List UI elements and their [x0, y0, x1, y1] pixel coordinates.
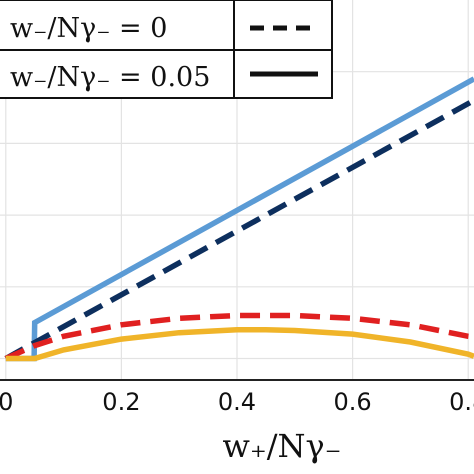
x-tick-label-0: 0: [0, 388, 13, 416]
legend-label-solid: w₋/Nγ₋ = 0.05: [10, 62, 210, 93]
x-tick-labels: 0 0.2 0.4 0.6 0.8: [0, 388, 474, 416]
series-layer: [4, 76, 474, 362]
x-tick-label-4: 0.8: [449, 388, 474, 416]
x-tick-label-3: 0.6: [334, 388, 372, 416]
series-line-2: [4, 312, 474, 362]
x-tick-label-1: 0.2: [102, 388, 140, 416]
legend-label-dashed: w₋/Nγ₋ = 0: [10, 13, 167, 44]
x-tick-label-2: 0.4: [218, 388, 256, 416]
series-line-3: [5, 327, 474, 362]
legend: w₋/Nγ₋ = 0 w₋/Nγ₋ = 0.05: [0, 0, 333, 99]
x-axis-label: w₊/Nγ₋: [222, 427, 341, 465]
